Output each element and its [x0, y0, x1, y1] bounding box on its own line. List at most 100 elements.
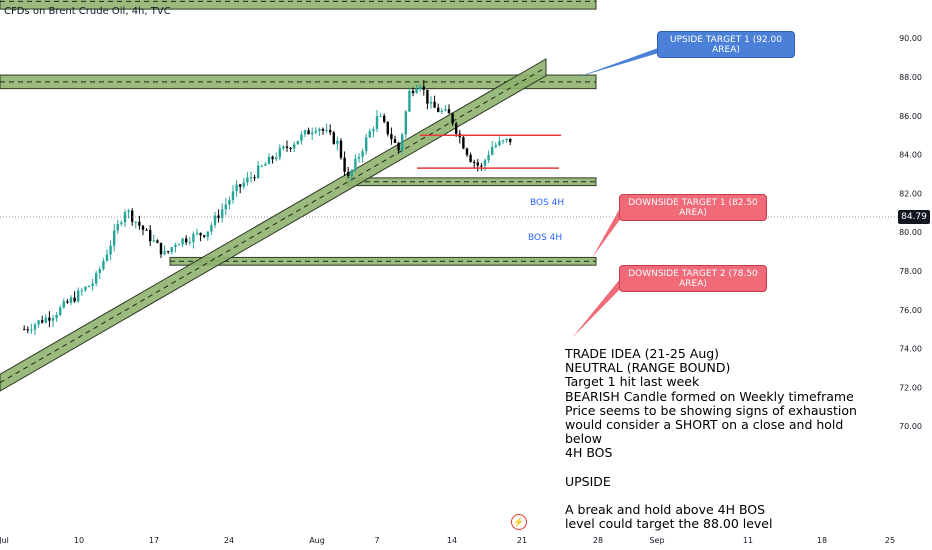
- candle-body: [228, 199, 231, 205]
- candle-body: [494, 145, 497, 147]
- candle-body: [105, 254, 109, 261]
- candle-body: [267, 156, 271, 165]
- candle-body: [181, 238, 184, 245]
- time-tick-label: 25: [885, 536, 895, 545]
- price-tick-label: 90.00: [899, 34, 922, 43]
- candle-body: [372, 128, 375, 132]
- candle-body: [426, 89, 429, 104]
- candle-body: [73, 297, 76, 302]
- candle-body: [411, 90, 415, 94]
- candle-body: [314, 130, 317, 133]
- candle-body: [274, 157, 278, 160]
- symbol-title[interactable]: CFDs on Brent Crude Oil, 4h, TVC: [4, 6, 171, 17]
- price-tick-label: 88.00: [899, 73, 922, 82]
- time-tick-label: 24: [224, 536, 234, 545]
- candle-body: [501, 140, 505, 142]
- candle-body: [246, 177, 249, 183]
- lightning-icon[interactable]: ⚡: [511, 514, 527, 530]
- candle-body: [213, 215, 217, 226]
- candle-body: [278, 148, 281, 158]
- candle-body: [386, 121, 389, 135]
- candle-body: [127, 210, 130, 213]
- candle-body: [451, 113, 454, 124]
- candle-body: [66, 301, 69, 303]
- candle-body: [22, 329, 26, 331]
- candle-body: [206, 231, 209, 237]
- candle-body: [102, 260, 105, 270]
- candle-body: [292, 144, 296, 149]
- candle-body: [109, 245, 112, 255]
- candle-body: [375, 116, 379, 129]
- candle-body: [444, 109, 447, 111]
- candle-body: [123, 212, 127, 223]
- candle-body: [354, 158, 357, 171]
- candle-body: [390, 134, 393, 140]
- candle-body: [350, 170, 353, 177]
- time-tick-label: 17: [149, 536, 159, 545]
- trend-channel-layer: [0, 58, 547, 392]
- candle-body: [361, 151, 364, 157]
- candle-body: [58, 307, 62, 315]
- candle-body: [346, 171, 350, 177]
- candle-body: [148, 229, 152, 242]
- candle-body: [483, 160, 487, 166]
- price-axis[interactable]: 90.00 88.00 86.00 84.00 82.00 80.00 78.00 76.00…: [899, 34, 922, 431]
- candle-body: [368, 131, 371, 138]
- candle-body: [98, 269, 101, 274]
- candle-body: [440, 110, 443, 112]
- candle-body: [33, 324, 37, 330]
- price-tick-label: 84.00: [899, 151, 922, 160]
- candle-body: [94, 273, 98, 284]
- upside-target-callout[interactable]: UPSIDE TARGET 1 (92.00 AREA): [657, 31, 795, 58]
- downside-target-2-callout[interactable]: DOWNSIDE TARGET 2 (78.50 AREA): [619, 265, 767, 292]
- candle-body: [202, 235, 206, 237]
- candle-body: [69, 297, 73, 303]
- candle-body: [379, 115, 382, 117]
- candle-body: [217, 215, 220, 219]
- candle-body: [231, 191, 235, 200]
- candle-body: [235, 184, 238, 192]
- downside2-callout-pointer: [572, 279, 624, 338]
- time-tick-label: 21: [517, 536, 527, 545]
- trade-idea-note[interactable]: TRADE IDEA (21-25 Aug) NEUTRAL (RANGE BO…: [565, 346, 857, 532]
- trend-midline: [0, 66, 547, 384]
- candle-body: [436, 107, 440, 112]
- candle-body: [166, 251, 170, 253]
- candle-body: [447, 109, 451, 114]
- price-tick-label: 74.00: [899, 345, 922, 354]
- upside-callout-pointer: [578, 48, 662, 77]
- candle-body: [91, 283, 94, 286]
- candle-body: [116, 223, 119, 231]
- time-tick-label: Sep: [649, 536, 664, 545]
- candle-body: [339, 140, 343, 158]
- candle-body: [130, 210, 134, 222]
- candle-body: [87, 285, 91, 287]
- candle-body: [321, 129, 325, 131]
- candle-body: [296, 140, 299, 145]
- candle-body: [26, 329, 29, 331]
- candle-body: [238, 184, 242, 187]
- time-axis[interactable]: Jul 10 17 24 Aug 7 14 21 28 Sep 11 18 25: [0, 536, 895, 545]
- candle-body: [393, 139, 397, 143]
- candle-body: [285, 146, 289, 148]
- candle-body: [84, 286, 87, 291]
- price-tick-label: 70.00: [899, 422, 922, 431]
- candle-body: [505, 138, 508, 141]
- price-tick-label: 86.00: [899, 112, 922, 121]
- candle-body: [184, 238, 188, 243]
- downside-target-1-callout[interactable]: DOWNSIDE TARGET 1 (82.50 AREA): [619, 194, 767, 221]
- candle-body: [487, 154, 490, 161]
- candle-body: [336, 140, 339, 144]
- candle-body: [112, 230, 116, 246]
- candle-body: [454, 123, 458, 134]
- price-tick-label: 82.00: [899, 189, 922, 198]
- candle-body: [397, 142, 400, 151]
- current-price-badge: 84.79: [898, 210, 930, 224]
- time-tick-label: 14: [447, 536, 457, 545]
- time-tick-label: 18: [817, 536, 827, 545]
- pointers-layer: [572, 48, 662, 338]
- candle-body: [289, 147, 292, 149]
- candle-body: [357, 156, 361, 159]
- candle-body: [310, 132, 314, 135]
